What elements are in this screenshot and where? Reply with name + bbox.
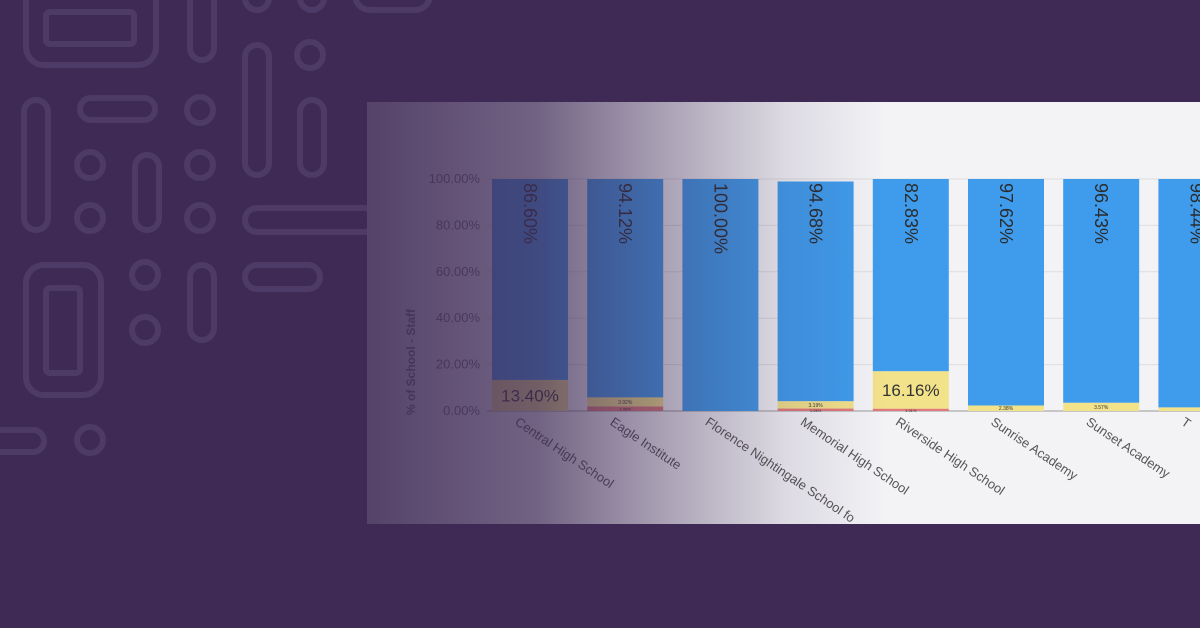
chart-panel: 0.00% 20.00% 40.00% 60.00% 80.00% 100.00% % o… bbox=[367, 102, 1200, 524]
bar-top-label: 94.12% bbox=[615, 183, 635, 244]
y-tick-label: 60.00% bbox=[436, 264, 481, 279]
bar-top-label: 96.43% bbox=[1091, 183, 1111, 244]
bar-bottom-label: 1.01% bbox=[905, 408, 917, 413]
bar-middle-label: 2.38% bbox=[999, 406, 1014, 412]
stacked-bar-chart: 0.00% 20.00% 40.00% 60.00% 80.00% 100.00% % o… bbox=[404, 171, 1200, 524]
y-tick-label: 80.00% bbox=[436, 217, 481, 232]
bar-top-label: 82.83% bbox=[901, 183, 921, 244]
bar-top-label: 100.00% bbox=[710, 183, 730, 254]
bar-top-label: 86.60% bbox=[520, 183, 540, 244]
y-axis-label: % of School - Staff bbox=[404, 308, 418, 415]
bar-top-label: 97.62% bbox=[996, 183, 1016, 244]
x-tick-label: Eagle Institute bbox=[608, 414, 685, 473]
x-tick-label: Florence Nightingale School fo bbox=[703, 414, 858, 524]
bar-top-label: 98.44% bbox=[1186, 183, 1200, 244]
y-tick-label: 20.00% bbox=[436, 357, 481, 372]
x-tick-label: T bbox=[1179, 414, 1194, 431]
y-tick-label: 40.00% bbox=[436, 310, 481, 325]
y-tick-label: 100.00% bbox=[429, 171, 481, 186]
bar-middle-label: 3.57% bbox=[1094, 405, 1109, 411]
x-tick-label: Sunrise Academy bbox=[988, 414, 1081, 483]
y-tick-label: 0.00% bbox=[443, 403, 480, 418]
bar-bottom-label: 1.96% bbox=[620, 407, 632, 412]
y-axis-ticks: 0.00% 20.00% 40.00% 60.00% 80.00% 100.00% bbox=[429, 171, 481, 418]
bar-middle-label: 13.40% bbox=[501, 386, 559, 405]
bar-middle-label: 16.16% bbox=[882, 381, 940, 400]
x-tick-label: Central High School bbox=[512, 414, 616, 491]
bar-middle-label: 3.92% bbox=[618, 400, 633, 406]
x-tick-label: Sunset Academy bbox=[1084, 414, 1174, 481]
bar-segment bbox=[1158, 407, 1200, 411]
bar-bottom-label: 1.06% bbox=[810, 408, 822, 413]
bar-top-label: 94.68% bbox=[806, 183, 826, 244]
